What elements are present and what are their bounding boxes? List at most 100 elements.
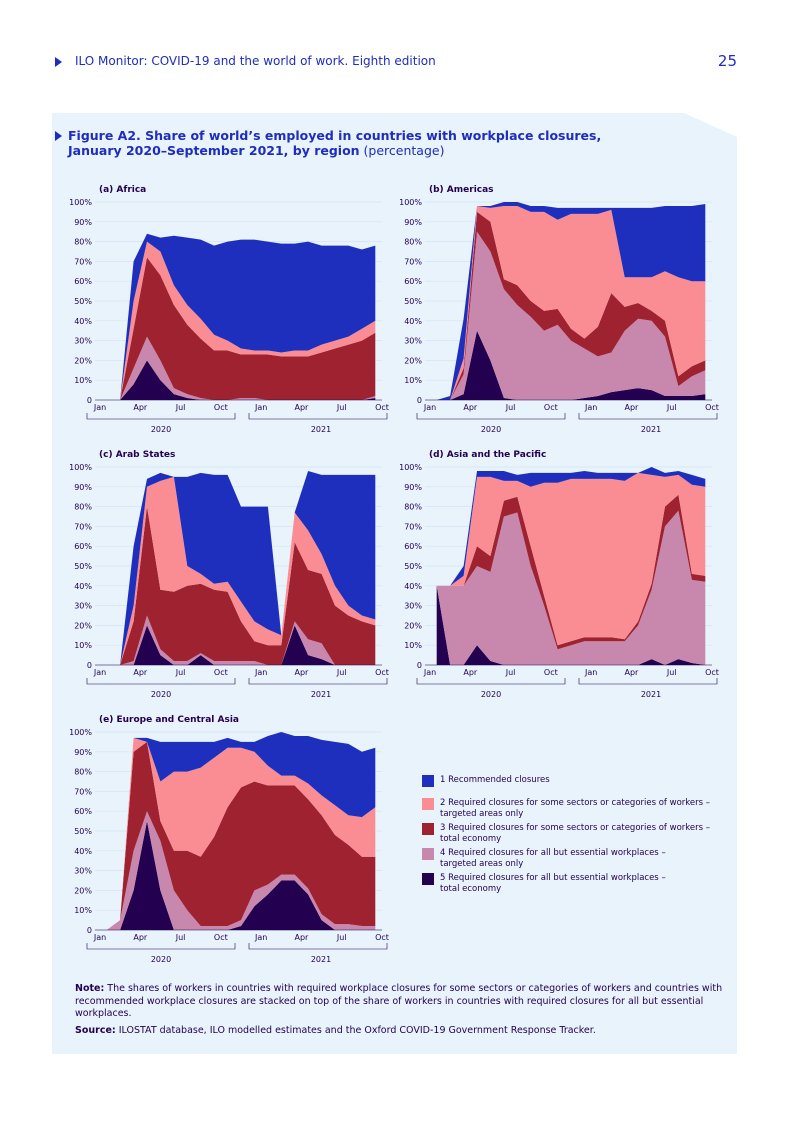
figure-note: Note: The shares of workers in countries… [75,983,725,1021]
y-tick-label: 80% [74,503,92,512]
series-area-1 [436,467,706,586]
series-area-1 [106,233,376,400]
y-tick-label: 50% [404,297,422,306]
series-area-5 [106,821,376,930]
series-area-5 [106,360,376,400]
legend-label-3: 3 Required closures for some sectors or … [440,823,720,845]
y-tick-label: 10% [74,376,92,385]
chart-europe-central-asia: (e) Europe and Central Asia 100% 90% 80% 70%… [69,715,389,964]
x-tick-label: Apr [625,668,640,677]
y-tick-label: 30% [404,337,422,346]
y-tick-label: 10% [404,641,422,650]
y-tick-label: 60% [74,807,92,816]
x-tick-label: Jul [666,403,677,412]
y-tick-label: 20% [404,621,422,630]
x-tick-label: Jan [93,668,106,677]
y-tick-label: 30% [74,867,92,876]
x-tick-label: Jan [584,668,597,677]
chart-americas: (b) Americas 100% 90% 80% 70% 60% 50% 40% 30% 20%… [399,185,719,434]
series-area-1 [436,202,706,400]
legend-swatch-4 [422,848,434,860]
x-tick-label: Oct [375,933,389,942]
y-tick-label: 80% [404,503,422,512]
y-tick-label: 60% [74,277,92,286]
year-label-2020: 2020 [481,690,501,699]
series-area-2 [106,737,376,930]
x-tick-label: Apr [463,668,478,677]
y-tick-label: 40% [404,582,422,591]
y-tick-label: 0 [417,396,422,405]
y-tick-label: 20% [74,356,92,365]
y-tick-label: 0 [87,661,92,670]
year-bracket-2021 [248,678,388,685]
series-area-2 [106,476,376,665]
x-tick-label: Jul [175,668,186,677]
year-label-2021: 2021 [641,690,661,699]
x-tick-label: Jan [254,403,267,412]
legend-label-5-line1: 5 Required closures for all but essentia… [440,873,666,883]
series-area-4 [106,615,376,665]
y-tick-label: 70% [404,522,422,531]
y-tick-label: 50% [74,562,92,571]
legend-label-2-line2: targeted areas only [440,809,524,819]
legend-label-4: 4 Required closures for all but essentia… [440,848,720,870]
y-tick-label: 20% [74,886,92,895]
x-tick-label: Jul [336,668,347,677]
x-tick-label: Jul [336,933,347,942]
x-tick-label: Jan [423,668,436,677]
y-tick-label: 10% [74,641,92,650]
x-tick-label: Oct [214,668,228,677]
series-area-3 [106,741,376,930]
source-label: Source: [75,1025,116,1036]
y-tick-label: 40% [74,582,92,591]
x-tick-label: Oct [544,668,558,677]
legend-label-3-line1: 3 Required closures for some sectors or … [440,823,710,833]
x-tick-label: Jul [666,668,677,677]
x-tick-label: Jan [93,403,106,412]
y-tick-label: 30% [74,602,92,611]
y-tick-label: 90% [404,218,422,227]
legend-item-2: 2 Required closures for some sectors or … [422,798,722,822]
y-tick-label: 90% [74,218,92,227]
year-bracket-2021 [248,413,388,420]
y-tick-label: 80% [404,238,422,247]
x-tick-label: Jan [93,933,106,942]
year-label-2020: 2020 [151,425,171,434]
chart-title: (a) Africa [99,185,146,195]
series-area-3 [106,506,376,665]
x-tick-label: Apr [133,403,148,412]
x-tick-label: Apr [625,403,640,412]
year-label-2020: 2020 [151,955,171,964]
y-tick-label: 100% [69,198,92,207]
y-tick-label: 0 [87,396,92,405]
x-tick-label: Oct [214,933,228,942]
y-tick-label: 70% [74,257,92,266]
x-tick-label: Apr [295,668,310,677]
legend-label-1: 1 Recommended closures [440,775,550,785]
series-area-3 [106,257,376,400]
x-tick-label: Oct [375,403,389,412]
y-tick-label: 90% [74,483,92,492]
chart-legend: 1 Recommended closures 2 Required closur… [422,775,722,898]
year-bracket-2020 [86,943,236,950]
x-tick-label: Apr [133,933,148,942]
chart-title: (d) Asia and the Pacific [429,450,546,460]
legend-label-4-line2: targeted areas only [440,859,524,869]
x-tick-label: Apr [295,403,310,412]
year-bracket-2021 [578,678,718,685]
y-tick-label: 70% [74,522,92,531]
figure-title-main: January 2020–September 2021, by region [68,143,360,158]
y-tick-label: 20% [74,621,92,630]
source-text: ILOSTAT database, ILO modelled estimates… [115,1025,596,1036]
series-area-2 [436,206,706,400]
x-tick-label: Jul [505,668,516,677]
y-tick-label: 40% [404,317,422,326]
y-tick-label: 90% [404,483,422,492]
x-tick-label: Apr [463,403,478,412]
y-tick-label: 10% [404,376,422,385]
x-tick-label: Apr [295,933,310,942]
year-label-2020: 2020 [481,425,501,434]
y-tick-label: 100% [69,463,92,472]
x-tick-label: Jan [254,668,267,677]
figure-title-unit: (percentage) [359,143,445,158]
